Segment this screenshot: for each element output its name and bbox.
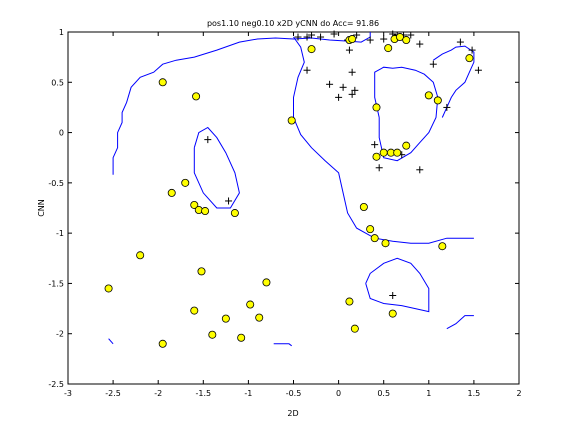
y-tick-label: -0.5 xyxy=(48,179,64,188)
y-tick-label: 0.5 xyxy=(51,78,64,87)
circle-point xyxy=(202,207,209,214)
circle-point xyxy=(168,189,175,196)
circle-point xyxy=(247,301,254,308)
y-tick-label: 0 xyxy=(59,129,64,138)
circle-point xyxy=(466,55,473,62)
chart-title: pos1.10 neg0.10 x2D yCNN do Acc= 91.86 xyxy=(207,19,379,28)
circle-point xyxy=(159,340,166,347)
circle-point xyxy=(425,92,432,99)
circle-point xyxy=(192,93,199,100)
circle-point xyxy=(198,268,205,275)
circle-point xyxy=(439,243,446,250)
circle-point xyxy=(349,35,356,42)
axes-frame xyxy=(68,32,519,384)
x-tick-label: -2 xyxy=(154,389,162,398)
y-tick-label: -2 xyxy=(56,330,64,339)
circle-point xyxy=(371,235,378,242)
x-tick-label: 1.5 xyxy=(468,389,481,398)
circle-point xyxy=(373,104,380,111)
circle-point xyxy=(191,307,198,314)
circle-point xyxy=(308,45,315,52)
circle-point xyxy=(263,279,270,286)
circle-point xyxy=(380,149,387,156)
circle-point xyxy=(209,331,216,338)
circle-point xyxy=(394,149,401,156)
circle-point xyxy=(434,97,441,104)
circle-point xyxy=(385,44,392,51)
circle-point xyxy=(373,153,380,160)
circle-point xyxy=(256,314,263,321)
y-axis-label: CNN xyxy=(37,199,46,217)
circle-point xyxy=(403,142,410,149)
circle-point xyxy=(360,203,367,210)
circle-point xyxy=(288,117,295,124)
x-tick-label: -2.5 xyxy=(105,389,121,398)
y-tick-label: 1 xyxy=(59,28,64,37)
circle-point xyxy=(346,298,353,305)
x-tick-label: 1 xyxy=(426,389,431,398)
circle-point xyxy=(367,226,374,233)
x-tick-label: -0.5 xyxy=(286,389,302,398)
circle-point xyxy=(137,252,144,259)
circle-point xyxy=(105,285,112,292)
x-tick-label: -3 xyxy=(64,389,72,398)
x-tick-label: -1 xyxy=(244,389,252,398)
plot-area: -3 -2.5 -2 -1.5 -1 -0.5 0 0.5 1 1.5 210.50-0.5-1-1… xyxy=(48,28,521,398)
circle-point xyxy=(382,240,389,247)
circle-point xyxy=(231,209,238,216)
circle-point xyxy=(159,79,166,86)
y-tick-label: -1.5 xyxy=(48,279,64,288)
circle-point xyxy=(389,310,396,317)
circle-point xyxy=(222,315,229,322)
circle-point xyxy=(182,179,189,186)
circle-point xyxy=(403,36,410,43)
circle-point xyxy=(351,325,358,332)
y-tick-label: -2.5 xyxy=(48,380,64,389)
circle-point xyxy=(238,334,245,341)
y-tick-label: -1 xyxy=(56,229,64,238)
x-tick-label: 2 xyxy=(516,389,521,398)
x-tick-label: -1.5 xyxy=(195,389,211,398)
x-axis-label: 2D xyxy=(287,409,298,418)
x-tick-label: 0 xyxy=(336,389,341,398)
x-tick-label: 0.5 xyxy=(377,389,390,398)
